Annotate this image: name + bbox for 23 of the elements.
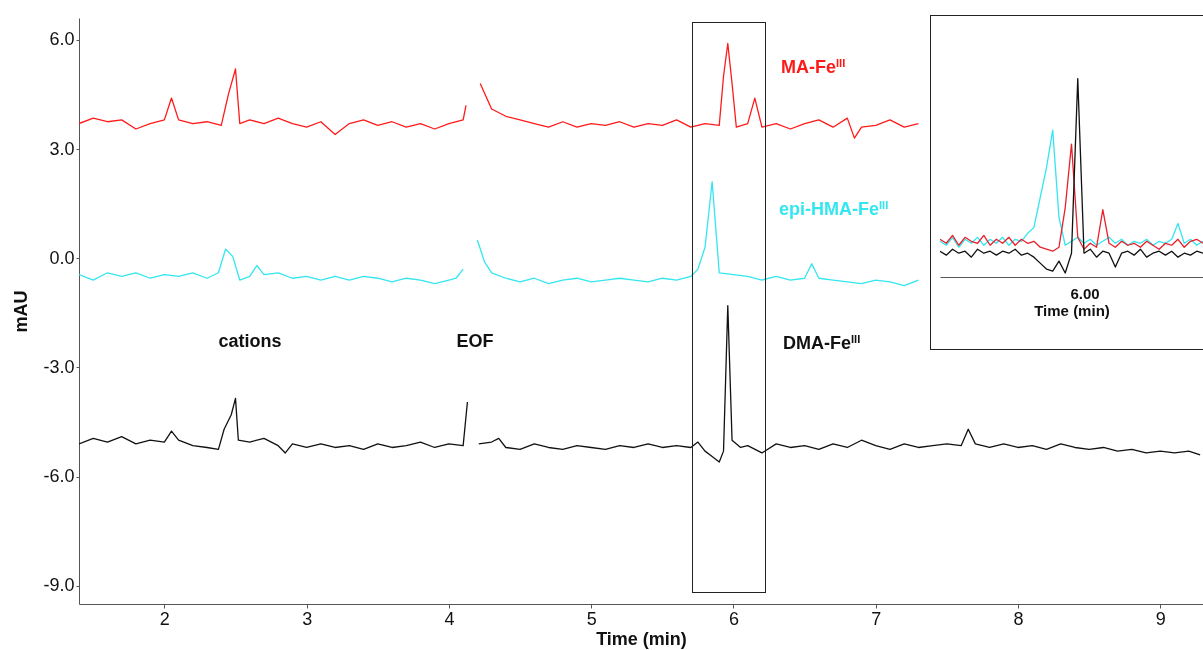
x-tick-label: 6 xyxy=(728,608,739,629)
text: epi-HMA-Fe$^{III}$ xyxy=(779,199,889,219)
y-tick-label: 3.0 xyxy=(49,138,75,159)
x-axis-title: Time (min) xyxy=(1034,301,1110,319)
y-tick-label: -3.0 xyxy=(43,356,75,377)
series-label: MA-Fe$^{III}$ xyxy=(781,57,846,77)
x-tick-label: 2 xyxy=(159,608,170,629)
y-tick-label: 6.0 xyxy=(49,29,75,50)
x-axis-title: Time (min) xyxy=(596,628,687,649)
x-tick-label: 3 xyxy=(302,608,313,629)
x-tick-label: 9 xyxy=(1155,608,1166,629)
y-tick-label: 0.0 xyxy=(49,247,75,268)
y-axis-title: mAU xyxy=(11,290,32,333)
x-tick-label: 4 xyxy=(444,608,455,629)
x-tick-label: 7 xyxy=(871,608,882,629)
text: DMA-Fe$^{III}$ xyxy=(783,333,861,353)
y-tick-label: -6.0 xyxy=(43,466,75,487)
x-tick-label: 8 xyxy=(1013,608,1024,629)
annotation: cations xyxy=(218,331,282,351)
y-tick-label: -9.0 xyxy=(43,575,75,596)
annotation: 6.00 xyxy=(1070,285,1100,302)
annotation: EOF xyxy=(456,331,494,351)
x-tick-label: 5 xyxy=(586,608,597,629)
